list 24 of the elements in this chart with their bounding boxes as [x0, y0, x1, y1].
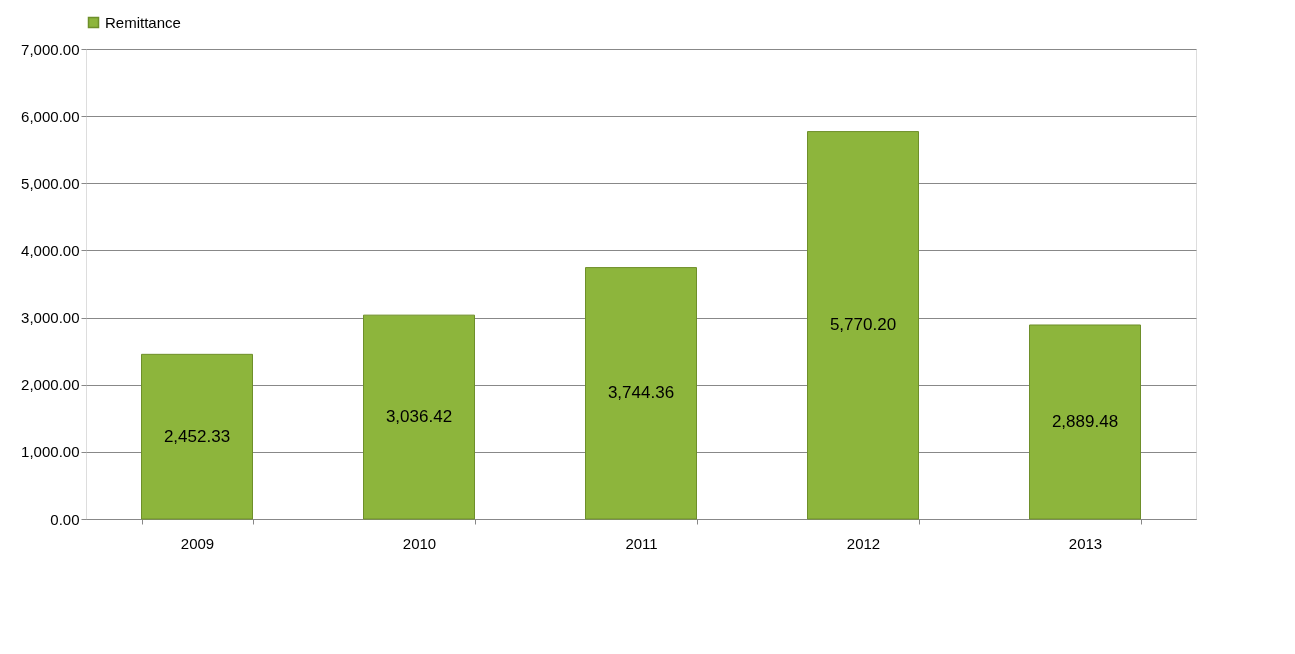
y-tick-label: 0.00 — [50, 510, 80, 528]
text: 2,889.48 — [1051, 412, 1119, 431]
y-tick-label: 3,000.00 — [21, 309, 80, 327]
bar — [141, 353, 253, 520]
x-tick-label: 2011 — [625, 534, 658, 552]
y-tick-label: 4,000.00 — [21, 241, 80, 259]
bar — [1029, 324, 1141, 520]
x-tick-label: 2012 — [846, 534, 881, 552]
x-tick-label: 2010 — [402, 534, 437, 552]
text: 3,036.42 — [385, 407, 453, 427]
bar — [807, 131, 919, 520]
x-tick-label: 2009 — [180, 534, 215, 552]
y-tick-label: 1,000.00 — [21, 443, 80, 461]
text: 3,744.36 — [607, 383, 675, 403]
x-tick-label: 2013 — [1068, 534, 1103, 552]
bar — [585, 267, 697, 520]
y-tick-label: 5,000.00 — [21, 174, 80, 192]
y-tick-label: 7,000.00 — [21, 40, 80, 58]
text: 2,452.33 — [163, 426, 231, 446]
bar — [363, 314, 475, 520]
text: 5,770.20 — [829, 315, 897, 335]
y-tick-label: 6,000.00 — [21, 107, 80, 125]
legend-label: Remittance — [105, 13, 181, 31]
y-tick-label: 2,000.00 — [21, 376, 80, 394]
